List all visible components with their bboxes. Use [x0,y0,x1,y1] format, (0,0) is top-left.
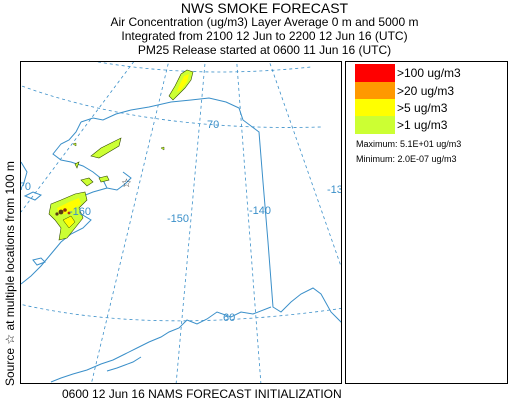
forecast-initialization: 0600 12 Jun 16 NAMS FORECAST INITIALIZAT… [62,387,342,401]
lon-label-130: -130 [327,184,342,196]
lat-label-60: 60 [223,312,235,324]
longitude-line-150 [175,62,206,383]
smoke-plume-dot-1 [160,146,165,151]
legend-maximum: Maximum: 5.1E+01 ug/m3 [356,139,462,149]
legend-swatch [355,64,395,82]
release-star-icon: ☆ [121,176,132,190]
aleutian-chain [106,356,142,372]
source-label-text: Source ☆ at multiple locations from 100 … [3,161,17,386]
legend-swatch [355,99,395,117]
fire-source-marker [58,209,64,215]
lon-label-150: -150 [167,213,189,225]
st-lawrence-island [23,191,42,201]
western-canada-coast [21,161,28,187]
legend-panel: >100 ug/m3 >20 ug/m3 >5 ug/m3 >1 ug/m3 M… [345,61,508,384]
smoke-plume-dot-2 [72,142,77,147]
latitude-line-extra [96,62,312,73]
lon-label-170: -170 [21,181,31,193]
longitude-line-140 [236,62,262,383]
source-label: Source ☆ at multiple locations from 100 … [0,60,20,390]
coastline [21,97,341,383]
fire-source-marker [55,212,59,216]
legend-label: >1 ug/m3 [397,118,448,132]
legend-swatch [355,82,395,100]
legend-label: >5 ug/m3 [397,101,448,115]
nunivak-island [32,257,46,266]
map-panel: ☆ -170 -160 -150 -140 -130 70 60 [20,61,342,384]
map-title: NWS SMOKE FORECAST [180,0,349,16]
smoke-plume-seward-west [74,161,80,169]
fire-source-marker [63,208,67,212]
alaska-coastline [21,97,341,383]
fire-sources: ☆ [55,176,132,216]
lon-label-160: -160 [69,206,91,218]
fire-source-marker [67,211,71,215]
legend-minimum: Minimum: 2.0E-07 ug/m3 [356,154,457,164]
subtitle-concentration: Air Concentration (ug/m3) Layer Average … [110,15,419,29]
subtitle-integration-period: Integrated from 2100 12 Jun to 2200 12 J… [121,29,408,43]
legend-label: >100 ug/m3 [397,66,461,80]
smoke-plumes [48,69,194,241]
smoke-plume-norton-sound [80,177,94,187]
lon-label-140: -140 [249,205,271,217]
legend-swatch [355,116,395,134]
latitude-line-70 [21,85,322,128]
smoke-plume-north-core [177,74,189,92]
alaska-map: ☆ -170 -160 -150 -140 -130 70 60 [21,62,342,383]
smoke-plume-yukon-delta-core [57,198,81,214]
graticule [21,62,341,383]
longitude-line-130 [269,62,341,268]
latitude-line-60 [21,303,341,322]
smoke-plume-seward [90,137,122,159]
subtitle-release-time: PM25 Release started at 0600 11 Jun 16 (… [137,43,392,57]
smoke-plume-east-small [98,175,110,183]
legend-label: >20 ug/m3 [397,84,455,98]
lat-label-70: 70 [207,119,219,131]
smoke-plume-kuskokwim [62,215,76,229]
